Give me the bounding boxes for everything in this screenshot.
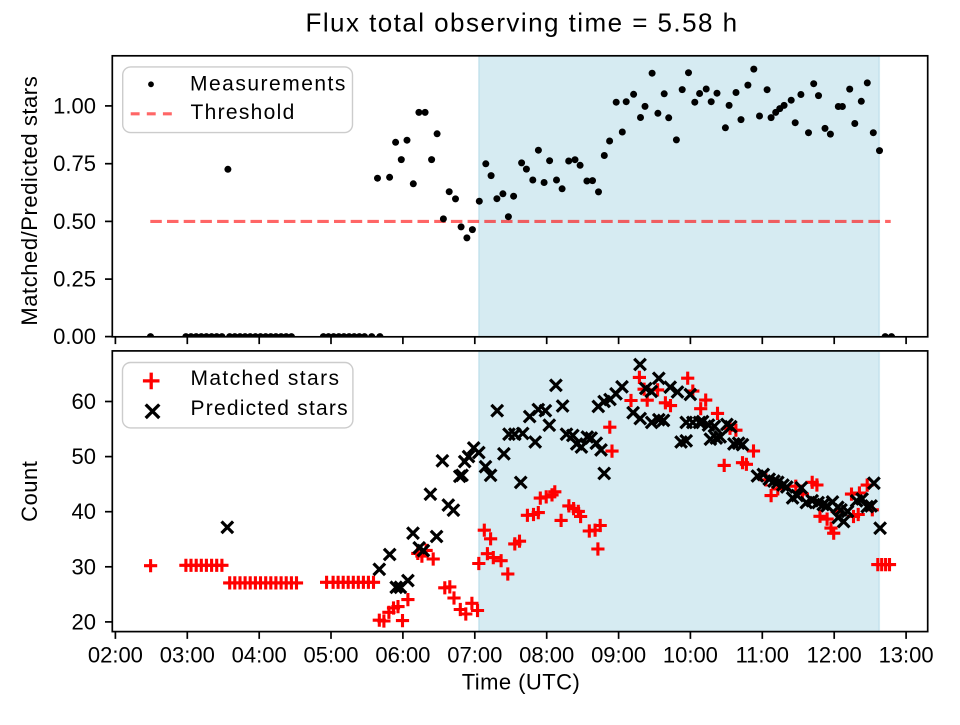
svg-text:Measurements: Measurements: [190, 72, 347, 95]
svg-text:50: 50: [72, 444, 96, 469]
svg-text:05:00: 05:00: [303, 643, 358, 668]
svg-text:Threshold: Threshold: [191, 101, 296, 124]
svg-text:09:00: 09:00: [591, 643, 646, 668]
svg-text:Matched/Predicted stars: Matched/Predicted stars: [17, 76, 42, 326]
svg-text:06:00: 06:00: [375, 643, 430, 668]
svg-text:08:00: 08:00: [519, 643, 574, 668]
svg-text:1.00: 1.00: [53, 93, 96, 118]
svg-text:0.25: 0.25: [53, 267, 96, 292]
svg-text:12:00: 12:00: [807, 643, 862, 668]
svg-text:07:00: 07:00: [447, 643, 502, 668]
svg-text:03:00: 03:00: [160, 643, 215, 668]
svg-text:11:00: 11:00: [736, 643, 789, 668]
svg-text:0.75: 0.75: [53, 151, 96, 176]
svg-text:0.00: 0.00: [53, 324, 96, 349]
svg-text:02:00: 02:00: [88, 643, 143, 668]
svg-text:10:00: 10:00: [663, 643, 718, 668]
svg-text:30: 30: [72, 554, 96, 579]
svg-text:60: 60: [72, 389, 96, 414]
svg-text:20: 20: [72, 609, 96, 634]
svg-text:Count: Count: [17, 461, 42, 522]
svg-text:13:00: 13:00: [879, 643, 934, 668]
svg-text:Flux total observing time = 5.: Flux total observing time = 5.58 h: [305, 8, 738, 38]
svg-text:Time (UTC): Time (UTC): [462, 670, 581, 695]
svg-text:04:00: 04:00: [232, 643, 287, 668]
svg-text:0.50: 0.50: [53, 209, 96, 234]
svg-text:40: 40: [72, 499, 96, 524]
svg-text:Predicted stars: Predicted stars: [191, 397, 349, 420]
svg-text:Matched stars: Matched stars: [191, 367, 341, 390]
